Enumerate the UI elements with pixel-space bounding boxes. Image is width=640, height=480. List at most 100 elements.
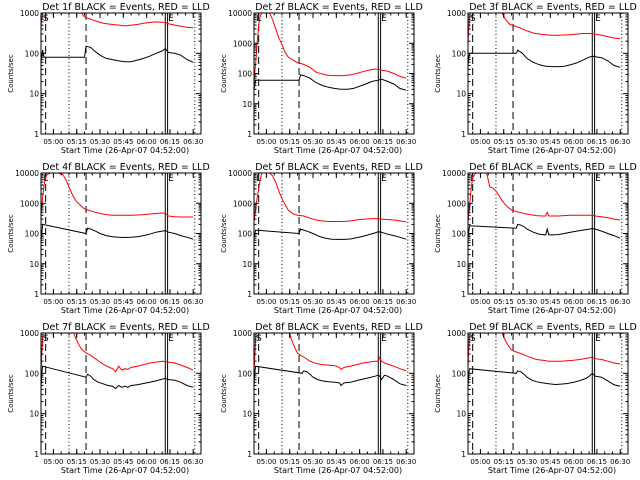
y-tick-label: 100 (238, 369, 253, 378)
panel-det-8f: Det 8f BLACK = Events, RED = LLD Counts/s… (213, 320, 426, 480)
x-tick-label: 06:00 (564, 458, 584, 466)
series-line-events (40, 365, 194, 390)
x-tick-label: 05:15 (67, 138, 87, 146)
x-tick-label: 05:00 (256, 298, 276, 306)
x-tick-label: 06:00 (137, 458, 157, 466)
panel-det-1f: Det 1f BLACK = Events, RED = LLD Counts/s… (0, 0, 213, 160)
panel-det-3f: Det 3f BLACK = Events, RED = LLD Counts/s… (427, 0, 640, 160)
y-tick-label: 1000 (447, 9, 466, 18)
series-line-lld (253, 332, 407, 372)
interval-label-s: S (470, 14, 476, 24)
y-axis-label: Counts/sec (7, 374, 15, 413)
x-tick-label: 05:45 (326, 138, 346, 146)
x-tick-label: 05:00 (256, 138, 276, 146)
y-tick-label: 10 (242, 260, 252, 269)
x-tick-label: 06:15 (587, 298, 607, 306)
y-axis-label: Counts/sec (220, 54, 228, 93)
chart-svg: Det 4f BLACK = Events, RED = LLD Counts/s… (7, 162, 210, 315)
chart-title: Det 6f BLACK = Events, RED = LLD (469, 162, 637, 173)
x-tick-label: 06:00 (564, 298, 584, 306)
x-tick-label: 05:15 (280, 298, 300, 306)
series-line-lld (467, 12, 621, 42)
x-tick-label: 05:30 (517, 298, 537, 306)
plot-frame (40, 12, 202, 135)
x-tick-label: 05:00 (43, 458, 63, 466)
series-line-events (467, 49, 621, 68)
plot-frame (253, 332, 415, 455)
chart-svg: Det 3f BLACK = Events, RED = LLD Counts/s… (434, 2, 637, 155)
plot-frame (253, 172, 415, 295)
y-tick-label: 10 (456, 260, 466, 269)
y-tick-label: 10 (242, 410, 252, 419)
x-tick-label: 05:30 (517, 138, 537, 146)
x-axis-label: Start Time (26-Apr-07 04:52:00) (488, 466, 616, 475)
panel-det-7f: Det 7f BLACK = Events, RED = LLD Counts/s… (0, 320, 213, 480)
y-tick-label: 100 (238, 70, 253, 79)
interval-label-e: E (595, 174, 601, 184)
interval-label-e: E (595, 14, 601, 24)
x-tick-label: 06:30 (183, 138, 203, 146)
x-tick-label: 05:15 (494, 298, 514, 306)
chart-title: Det 7f BLACK = Events, RED = LLD (42, 322, 210, 333)
x-tick-label: 06:15 (160, 138, 180, 146)
chart-svg: Det 1f BLACK = Events, RED = LLD Counts/s… (7, 2, 210, 155)
x-tick-label: 05:45 (113, 138, 133, 146)
chart-svg: Det 5f BLACK = Events, RED = LLD Counts/s… (220, 162, 423, 315)
interval-label-e: E (168, 334, 174, 344)
x-axis-label: Start Time (26-Apr-07 04:52:00) (274, 306, 402, 315)
interval-label-e: E (381, 334, 387, 344)
x-tick-label: 05:15 (494, 138, 514, 146)
x-tick-label: 05:30 (303, 298, 323, 306)
x-tick-label: 06:30 (610, 458, 630, 466)
x-tick-label: 06:30 (610, 298, 630, 306)
chart-title: Det 5f BLACK = Events, RED = LLD (255, 162, 423, 173)
panel-det-4f: Det 4f BLACK = Events, RED = LLD Counts/s… (0, 160, 213, 320)
x-tick-label: 06:30 (183, 458, 203, 466)
plot-frame (467, 12, 629, 135)
x-tick-label: 05:15 (280, 458, 300, 466)
y-tick-label: 1000 (233, 329, 252, 338)
x-tick-label: 06:30 (396, 138, 416, 146)
y-tick-label: 100 (25, 230, 40, 239)
x-tick-label: 06:30 (396, 298, 416, 306)
x-tick-label: 06:30 (183, 298, 203, 306)
x-axis-label: Start Time (26-Apr-07 04:52:00) (488, 306, 616, 315)
x-tick-label: 05:45 (540, 138, 560, 146)
panel-det-9f: Det 9f BLACK = Events, RED = LLD Counts/s… (427, 320, 640, 480)
x-tick-label: 05:30 (90, 458, 110, 466)
interval-label-e: E (381, 174, 387, 184)
y-tick-label: 1 (461, 130, 466, 139)
y-tick-label: 1 (247, 450, 252, 459)
y-tick-label: 10 (456, 410, 466, 419)
y-tick-label: 1000 (233, 39, 252, 48)
y-tick-label: 100 (452, 49, 467, 58)
chart-svg: Det 8f BLACK = Events, RED = LLD Counts/s… (220, 322, 423, 475)
y-tick-label: 10000 (228, 9, 252, 18)
x-tick-label: 05:00 (470, 298, 490, 306)
x-tick-label: 05:15 (67, 458, 87, 466)
interval-label-l: L (256, 14, 261, 24)
plot-frame (40, 332, 202, 455)
x-tick-label: 06:15 (373, 298, 393, 306)
x-tick-label: 06:00 (137, 298, 157, 306)
y-tick-label: 1 (34, 290, 39, 299)
chart-svg: Det 6f BLACK = Events, RED = LLD Counts/s… (434, 162, 637, 315)
x-tick-label: 05:45 (113, 458, 133, 466)
interval-label-l: L (256, 174, 261, 184)
y-tick-label: 10 (29, 90, 39, 99)
chart-title: Det 1f BLACK = Events, RED = LLD (42, 2, 210, 13)
x-tick-label: 06:30 (396, 458, 416, 466)
x-tick-label: 05:45 (113, 298, 133, 306)
y-axis-label: Counts/sec (7, 214, 15, 253)
x-axis-label: Start Time (26-Apr-07 04:52:00) (274, 466, 402, 475)
y-tick-label: 1000 (20, 329, 39, 338)
interval-label-s: S (43, 334, 49, 344)
interval-label-e: E (595, 334, 601, 344)
y-tick-label: 1 (247, 130, 252, 139)
y-tick-label: 100 (452, 230, 467, 239)
y-tick-label: 1 (247, 290, 252, 299)
y-tick-label: 10000 (228, 169, 252, 178)
x-tick-label: 05:30 (303, 138, 323, 146)
y-axis-label: Counts/sec (434, 374, 442, 413)
chart-svg: Det 7f BLACK = Events, RED = LLD Counts/s… (7, 322, 210, 475)
